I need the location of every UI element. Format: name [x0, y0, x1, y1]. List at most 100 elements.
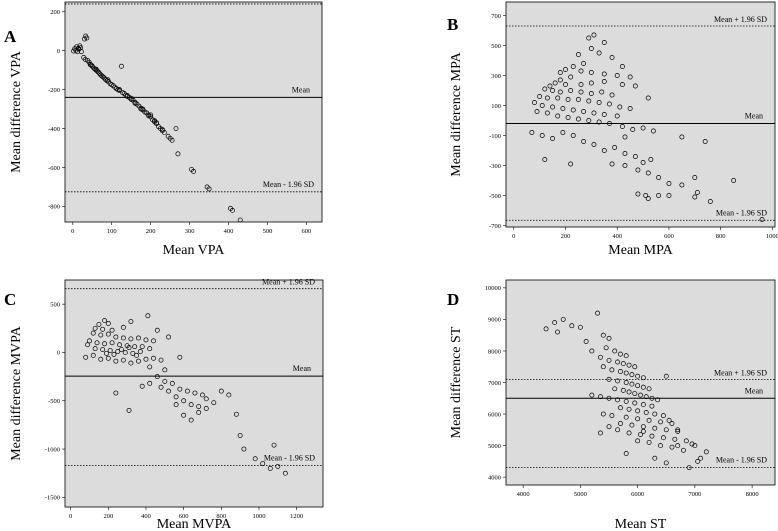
data-point	[652, 411, 658, 417]
sd-label: Mean + 1.96 SD	[714, 15, 767, 24]
data-point	[679, 134, 685, 140]
data-point	[640, 375, 646, 381]
data-point	[679, 182, 685, 188]
x-axis-title: Mean MVPA	[157, 517, 232, 531]
y-tick-label: 300	[491, 73, 501, 80]
sd-label: Mean + 1.96 SD	[714, 368, 767, 377]
data-point	[607, 121, 612, 126]
data-point	[623, 398, 629, 404]
data-point	[601, 71, 607, 77]
data-point	[237, 217, 243, 223]
data-point	[119, 347, 124, 352]
data-point	[569, 323, 575, 329]
data-point	[606, 395, 612, 401]
data-point	[588, 70, 594, 75]
data-point	[93, 66, 99, 72]
x-tick-label: 0	[512, 233, 515, 240]
data-point	[577, 324, 583, 330]
y-tick-label: 700	[491, 13, 501, 20]
data-point	[614, 73, 620, 78]
data-point	[162, 378, 168, 384]
data-point	[660, 435, 666, 441]
data-point	[237, 433, 243, 438]
data-point	[619, 64, 625, 69]
data-point	[597, 354, 603, 360]
data-point	[126, 407, 132, 413]
data-point	[609, 413, 615, 419]
data-point	[622, 163, 628, 168]
data-point	[596, 100, 602, 105]
data-point	[615, 397, 621, 403]
data-point	[583, 339, 589, 344]
data-point	[542, 86, 548, 92]
data-point	[132, 344, 138, 350]
data-point	[629, 372, 635, 378]
data-point	[632, 400, 638, 406]
data-point	[627, 106, 633, 111]
data-point	[588, 91, 594, 96]
data-point	[570, 107, 576, 113]
data-point	[139, 383, 145, 389]
y-tick-label: -700	[489, 223, 501, 230]
data-point	[626, 406, 632, 412]
data-point	[596, 50, 602, 56]
data-point	[649, 403, 655, 409]
data-point	[181, 412, 187, 418]
x-tick-label: 0	[71, 228, 74, 235]
data-point	[663, 460, 669, 466]
data-point	[132, 100, 138, 106]
data-point	[173, 402, 179, 408]
y-tick-label: -400	[48, 126, 60, 133]
data-point	[617, 104, 623, 110]
data-point	[675, 428, 681, 434]
data-point	[597, 394, 603, 400]
data-point	[275, 463, 281, 469]
plot-area	[64, 1, 323, 223]
data-point	[629, 422, 635, 428]
y-tick-label: -500	[48, 398, 60, 405]
data-point	[643, 410, 649, 415]
data-point	[663, 373, 669, 379]
y-axis-title: Mean difference ST	[449, 326, 464, 438]
data-point	[147, 364, 153, 370]
data-point	[663, 427, 669, 433]
y-tick-label: -800	[48, 204, 60, 211]
data-point	[658, 443, 663, 449]
data-point	[159, 127, 165, 132]
panel-letter: C	[4, 290, 16, 309]
data-point	[102, 341, 107, 347]
data-point	[110, 83, 116, 89]
data-point	[589, 392, 595, 398]
y-tick-label: 0	[57, 350, 60, 357]
data-point	[626, 362, 632, 368]
data-point	[600, 332, 606, 338]
data-point	[140, 106, 146, 112]
data-point	[615, 427, 621, 433]
x-tick-label: 400	[612, 233, 622, 240]
data-point	[128, 319, 134, 324]
data-point	[640, 428, 646, 434]
data-point	[539, 103, 545, 108]
data-point	[609, 161, 615, 167]
data-point	[635, 416, 641, 422]
data-point	[117, 342, 123, 348]
data-point	[124, 93, 130, 98]
y-axis-title: Mean difference MVPA	[9, 325, 24, 460]
panel-letter: D	[447, 290, 459, 309]
data-point	[575, 52, 581, 57]
data-point	[537, 94, 543, 99]
data-point	[148, 112, 154, 118]
data-point	[126, 345, 132, 351]
data-point	[622, 151, 628, 156]
data-point	[601, 40, 607, 45]
data-point	[547, 83, 553, 89]
data-point	[591, 32, 597, 38]
data-point	[623, 380, 629, 385]
data-point	[578, 82, 584, 87]
data-point	[606, 376, 612, 382]
data-point	[103, 350, 109, 356]
data-point	[555, 113, 561, 119]
data-point	[600, 411, 606, 417]
data-point	[655, 397, 661, 403]
data-point	[586, 35, 592, 41]
